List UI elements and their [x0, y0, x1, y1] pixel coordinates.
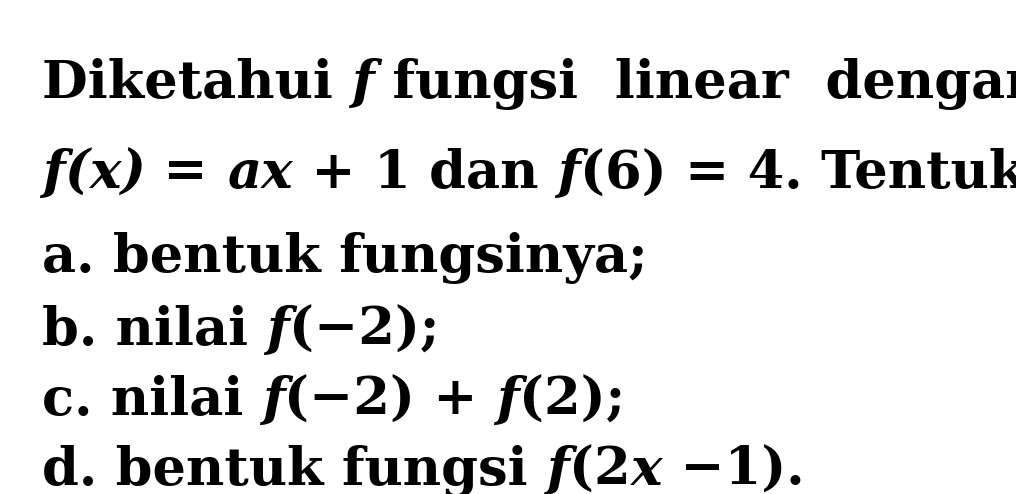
- Text: + 1 dan: + 1 dan: [293, 148, 557, 199]
- Text: f: f: [352, 58, 374, 109]
- Text: Diketahui: Diketahui: [42, 58, 352, 109]
- Text: f: f: [266, 305, 290, 356]
- Text: f: f: [497, 375, 519, 426]
- Text: f: f: [262, 375, 284, 426]
- Text: x: x: [631, 445, 662, 494]
- Text: c. nilai: c. nilai: [42, 375, 262, 426]
- Text: (6) = 4. Tentukan: (6) = 4. Tentukan: [579, 148, 1016, 199]
- Text: ) =: ) =: [121, 148, 228, 199]
- Text: (2);: (2);: [519, 375, 625, 426]
- Text: f: f: [42, 148, 65, 199]
- Text: (2: (2: [569, 445, 631, 494]
- Text: −1).: −1).: [662, 445, 805, 494]
- Text: ax: ax: [228, 148, 293, 199]
- Text: (: (: [65, 148, 89, 199]
- Text: a. bentuk fungsinya;: a. bentuk fungsinya;: [42, 232, 647, 284]
- Text: f: f: [557, 148, 579, 199]
- Text: b. nilai: b. nilai: [42, 305, 266, 356]
- Text: x: x: [89, 148, 121, 199]
- Text: f: f: [546, 445, 569, 494]
- Text: (−2) +: (−2) +: [284, 375, 497, 426]
- Text: fungsi  linear  dengan: fungsi linear dengan: [374, 58, 1016, 110]
- Text: (−2);: (−2);: [290, 305, 440, 356]
- Text: d. bentuk fungsi: d. bentuk fungsi: [42, 445, 546, 494]
